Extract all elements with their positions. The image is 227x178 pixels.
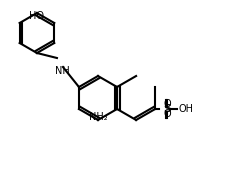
Text: S: S [163,104,170,114]
Text: NH: NH [54,66,69,76]
Text: NH₂: NH₂ [88,112,107,122]
Text: O: O [163,109,170,119]
Text: OH: OH [177,104,192,114]
Text: O: O [163,99,170,109]
Text: HO: HO [29,11,44,21]
